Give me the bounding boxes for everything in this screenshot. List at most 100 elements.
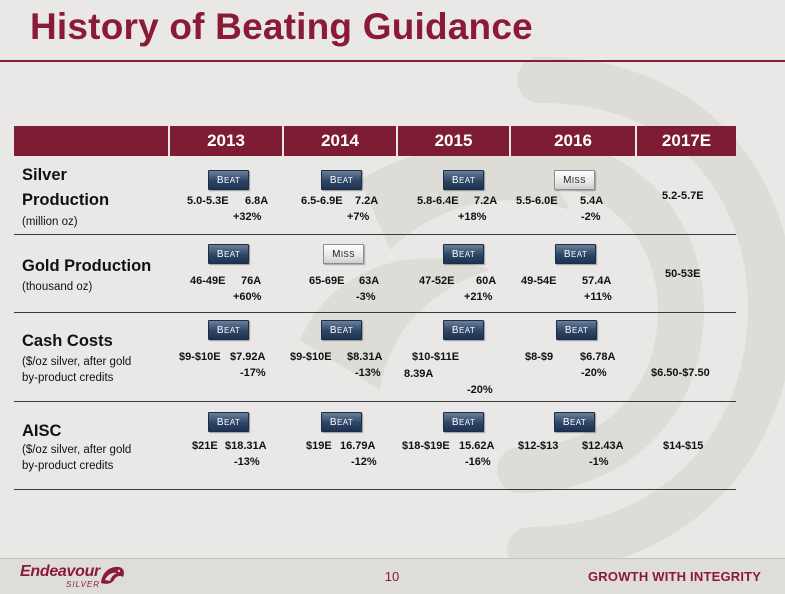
table-header: 2013 2014 2015 2016 2017E [14, 126, 736, 156]
header-divider [168, 126, 170, 156]
actual-value: $6.78A [580, 351, 616, 363]
actual-value: 8.39A [404, 368, 434, 380]
beat-badge: BEAT [554, 412, 595, 432]
change-value: +21% [464, 291, 493, 303]
estimate-value: 47-52E [419, 275, 455, 287]
estimate-value: $12-$13 [518, 440, 559, 452]
row-divider [14, 489, 736, 490]
column-header-2015: 2015 [434, 131, 473, 150]
actual-value: $18.31A [225, 440, 267, 452]
estimate-value: 5.8-6.4E [417, 195, 459, 207]
beat-badge: BEAT [321, 170, 362, 190]
actual-value: $8.31A [347, 351, 383, 363]
estimate-value: 49-54E [521, 275, 557, 287]
beat-badge: BEAT [443, 244, 484, 264]
estimate-value: 6.5-6.9E [301, 195, 343, 207]
actual-value: 57.4A [582, 275, 612, 287]
change-value: -13% [234, 456, 260, 468]
row-divider [14, 312, 736, 313]
estimate-value: $18-$19E [402, 440, 450, 452]
beat-badge: BEAT [443, 412, 484, 432]
beat-badge: BEAT [443, 170, 484, 190]
estimate-value: $8-$9 [525, 351, 554, 363]
beat-badge: BEAT [208, 244, 249, 264]
actual-value: 6.8A [245, 195, 269, 207]
header-divider [509, 126, 511, 156]
change-value: -12% [351, 456, 377, 468]
actual-value: 7.2A [474, 195, 498, 207]
tagline: GROWTH WITH INTEGRITY [588, 569, 762, 584]
metric-label: Silver [22, 166, 67, 184]
change-value: +11% [584, 291, 612, 303]
background-swirl-icon [300, 57, 785, 573]
metric-unit-line2: by-product credits [22, 460, 114, 472]
estimate-value: $9-$10E [179, 351, 221, 363]
company-logo: Endeavour [20, 563, 100, 580]
title-divider [0, 60, 785, 62]
actual-value: 15.62A [459, 440, 495, 452]
change-value: -16% [465, 456, 491, 468]
actual-value: 63A [359, 275, 380, 287]
metric-unit: (thousand oz) [22, 281, 93, 293]
beat-badge: BEAT [321, 412, 362, 432]
metric-unit: ($/oz silver, after gold [22, 356, 132, 368]
change-value: -3% [356, 291, 376, 303]
actual-value: 5.4A [580, 195, 604, 207]
miss-badge: MISS [554, 170, 595, 190]
header-divider [635, 126, 637, 156]
change-value: -13% [355, 367, 381, 379]
miss-badge: MISS [323, 244, 364, 264]
guidance-2017-value: $6.50-$7.50 [651, 367, 710, 379]
change-value: -20% [467, 384, 493, 396]
change-value: -17% [240, 367, 266, 379]
beat-badge: BEAT [208, 170, 249, 190]
actual-value: 76A [241, 275, 262, 287]
estimate-value: 5.0-5.3E [187, 195, 229, 207]
header-divider [282, 126, 284, 156]
estimate-value: $9-$10E [290, 351, 332, 363]
metric-unit: ($/oz silver, after gold [22, 444, 132, 456]
page-number: 10 [384, 569, 400, 584]
change-value: +60% [233, 291, 262, 303]
beat-badge: BEAT [321, 320, 362, 340]
change-value: +18% [458, 211, 487, 223]
beat-badge: BEAT [556, 320, 597, 340]
beat-badge: BEAT [443, 320, 484, 340]
metric-label-line2: Production [22, 191, 110, 209]
metric-label: AISC [22, 422, 62, 440]
metric-label: Cash Costs [22, 332, 113, 350]
beat-badge: BEAT [208, 412, 249, 432]
change-value: -20% [581, 367, 607, 379]
company-logo-subtext: SILVER [66, 580, 101, 589]
change-value: +32% [233, 211, 262, 223]
column-header-2017e: 2017E [661, 131, 712, 150]
actual-value: 16.79A [340, 440, 376, 452]
row-divider [14, 401, 736, 402]
page-title: History of Beating Guidance [30, 6, 533, 47]
footer [0, 558, 785, 594]
actual-value: 60A [476, 275, 497, 287]
actual-value: 7.2A [355, 195, 379, 207]
eagle-head-icon [101, 566, 124, 584]
estimate-value: 5.5-6.0E [516, 195, 558, 207]
column-header-2013: 2013 [207, 131, 245, 150]
estimate-value: 46-49E [190, 275, 226, 287]
estimate-value: 65-69E [309, 275, 345, 287]
column-header-2014: 2014 [321, 131, 359, 150]
guidance-2017-value: 5.2-5.7E [662, 190, 704, 202]
change-value: -1% [589, 456, 609, 468]
estimate-value: $21E [192, 440, 218, 452]
metric-unit-line2: by-product credits [22, 372, 114, 384]
beat-badge: BEAT [555, 244, 596, 264]
column-header-2016: 2016 [554, 131, 592, 150]
change-value: -2% [581, 211, 601, 223]
beat-badge: BEAT [208, 320, 249, 340]
actual-value: $12.43A [582, 440, 624, 452]
change-value: +7% [347, 211, 370, 223]
guidance-2017-value: 50-53E [665, 268, 701, 280]
header-divider [396, 126, 398, 156]
guidance-2017-value: $14-$15 [663, 440, 704, 452]
row-divider [14, 234, 736, 235]
estimate-value: $19E [306, 440, 332, 452]
